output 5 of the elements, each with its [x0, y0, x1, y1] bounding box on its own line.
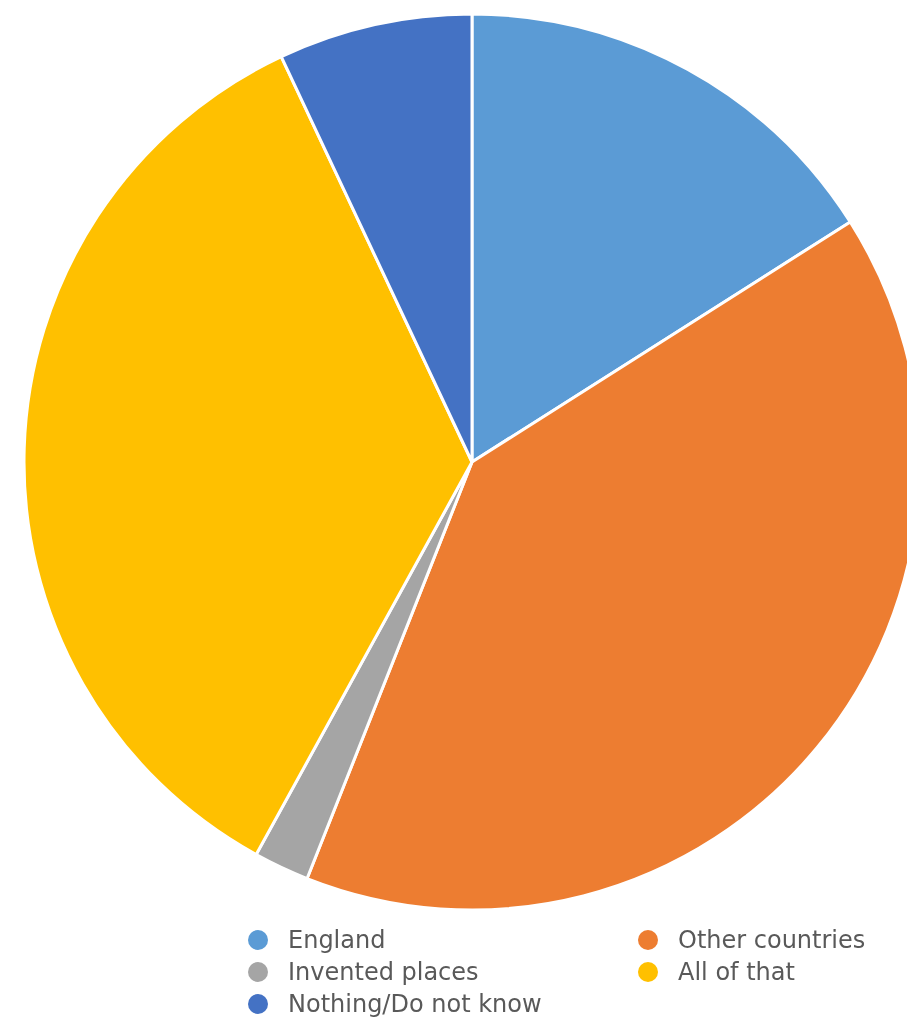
- legend-label: Invented places: [288, 957, 479, 988]
- legend-label: All of that: [678, 957, 795, 988]
- legend-label: England: [288, 925, 386, 956]
- legend-label: Other countries: [678, 925, 866, 956]
- legend-label: Nothing/Do not know: [288, 989, 542, 1020]
